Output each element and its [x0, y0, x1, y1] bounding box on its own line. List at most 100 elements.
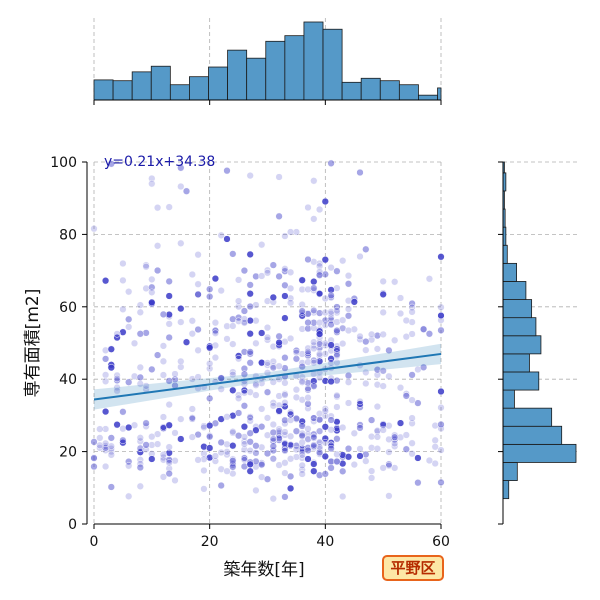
scatter-point — [391, 336, 399, 344]
scatter-point — [339, 316, 347, 324]
scatter-point — [402, 333, 410, 341]
y-tick-label: 20 — [59, 445, 77, 461]
scatter-point — [344, 444, 353, 453]
scatter-point — [246, 281, 254, 289]
scatter-point — [165, 456, 173, 464]
scatter-point — [373, 345, 382, 353]
scatter-point — [298, 276, 306, 284]
scatter-point — [119, 305, 127, 313]
scatter-point — [281, 402, 289, 411]
scatter-point — [107, 442, 115, 450]
scatter-point — [206, 421, 214, 430]
scatter-point — [148, 441, 156, 449]
scatter-point — [223, 450, 231, 459]
scatter-point — [107, 483, 115, 491]
x-histogram-bar — [131, 71, 152, 101]
scatter-point — [327, 308, 335, 316]
scatter-point — [275, 392, 283, 400]
scatter-point — [385, 435, 393, 444]
scatter-point — [344, 280, 353, 288]
scatter-point — [136, 444, 144, 452]
scatter-point — [310, 277, 318, 286]
scatter-point — [269, 363, 277, 372]
y-tick-label: 0 — [68, 517, 77, 533]
scatter-point — [234, 409, 243, 417]
scatter-point — [367, 336, 376, 344]
y-tick-label: 80 — [59, 227, 77, 243]
scatter-point — [234, 317, 243, 325]
scatter-point — [223, 167, 231, 175]
scatter-point — [281, 314, 289, 322]
scatter-point — [356, 445, 364, 453]
scatter-point — [321, 470, 329, 478]
scatter-point — [408, 371, 416, 379]
scatter-point — [315, 350, 324, 358]
scatter-point — [240, 423, 249, 431]
scatter-point — [136, 456, 144, 464]
scatter-point — [177, 415, 185, 423]
top-marginal-histogram — [93, 18, 442, 105]
scatter-point — [286, 284, 295, 293]
scatter-point — [269, 435, 277, 443]
x-histogram-bar — [246, 57, 267, 101]
scatter-point — [142, 419, 150, 427]
scatter-point — [188, 375, 196, 383]
scatter-point — [136, 448, 144, 456]
scatter-point — [396, 294, 405, 302]
scatter-point — [333, 345, 341, 353]
scatter-point — [350, 298, 358, 306]
scatter-point — [402, 390, 410, 398]
scatter-point — [362, 368, 370, 377]
scatter-point — [258, 241, 266, 249]
scatter-point — [327, 377, 335, 386]
x-histogram-bar — [169, 84, 190, 101]
scatter-point — [200, 466, 208, 475]
scatter-point — [171, 370, 179, 378]
scatter-point — [315, 448, 324, 457]
scatter-point — [90, 225, 98, 233]
scatter-point — [269, 428, 277, 437]
scatter-point — [258, 329, 266, 337]
scatter-point — [431, 421, 439, 430]
scatter-point — [339, 492, 347, 501]
scatter-point — [136, 434, 144, 442]
scatter-point — [315, 271, 324, 279]
scatter-point — [206, 364, 214, 373]
scatter-point — [240, 386, 249, 395]
scatter-point — [333, 326, 341, 335]
scatter-point — [275, 431, 283, 440]
scatter-point — [125, 462, 133, 470]
scatter-point — [391, 464, 399, 472]
scatter-point — [379, 367, 387, 375]
scatter-point — [252, 442, 260, 450]
scatter-point — [304, 404, 312, 412]
scatter-point — [327, 426, 335, 434]
scatter-point — [136, 301, 144, 309]
scatter-point — [217, 415, 225, 423]
scatter-point — [327, 263, 335, 272]
scatter-point — [310, 338, 318, 346]
scatter-point — [263, 333, 272, 342]
scatter-point — [315, 427, 324, 435]
scatter-point — [211, 329, 220, 337]
scatter-point — [414, 479, 422, 487]
scatter-point — [258, 359, 266, 367]
scatter-point — [159, 473, 168, 481]
scatter-point — [125, 423, 133, 432]
scatter-point — [125, 378, 133, 386]
scatter-point — [217, 385, 225, 393]
scatter-point — [315, 330, 324, 338]
scatter-point — [344, 326, 353, 335]
scatter-point — [96, 425, 104, 433]
scatter-point — [275, 461, 283, 469]
scatter-point — [246, 348, 254, 356]
scatter-point — [165, 377, 173, 385]
scatter-point — [298, 378, 306, 386]
scatter-point — [310, 177, 318, 185]
scatter-point — [373, 402, 382, 411]
x-histogram-bar — [322, 28, 343, 101]
scatter-point — [339, 257, 347, 265]
scatter-point — [367, 474, 376, 482]
scatter-point — [362, 337, 370, 346]
y-histogram-bar — [502, 425, 563, 445]
